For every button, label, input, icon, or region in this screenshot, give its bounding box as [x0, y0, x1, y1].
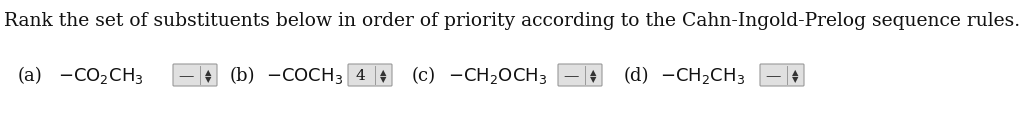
Text: —: —	[178, 68, 194, 82]
Text: 4: 4	[356, 68, 366, 82]
Text: —: —	[563, 68, 579, 82]
Text: $\mathregular{-CH_2CH_3}$: $\mathregular{-CH_2CH_3}$	[660, 65, 745, 85]
Text: $\mathregular{-COCH_3}$: $\mathregular{-COCH_3}$	[266, 65, 343, 85]
Text: ▼: ▼	[380, 74, 387, 83]
Text: (a): (a)	[18, 66, 43, 84]
Text: ▼: ▼	[793, 74, 799, 83]
Text: ▼: ▼	[205, 74, 212, 83]
Text: $\mathregular{-CH_2OCH_3}$: $\mathregular{-CH_2OCH_3}$	[449, 65, 547, 85]
Text: ▲: ▲	[793, 67, 799, 76]
Text: ▼: ▼	[590, 74, 597, 83]
Text: Rank the set of substituents below in order of priority according to the Cahn-In: Rank the set of substituents below in or…	[4, 12, 1020, 30]
FancyBboxPatch shape	[348, 64, 392, 86]
Text: —: —	[765, 68, 780, 82]
FancyBboxPatch shape	[173, 64, 217, 86]
Text: $\mathregular{-CO_2CH_3}$: $\mathregular{-CO_2CH_3}$	[58, 65, 143, 85]
Text: ▲: ▲	[205, 67, 212, 76]
FancyBboxPatch shape	[760, 64, 804, 86]
Text: ▲: ▲	[590, 67, 597, 76]
FancyBboxPatch shape	[558, 64, 602, 86]
Text: ▲: ▲	[380, 67, 387, 76]
Text: (d): (d)	[624, 66, 649, 84]
Text: (c): (c)	[412, 66, 436, 84]
Text: (b): (b)	[230, 66, 256, 84]
